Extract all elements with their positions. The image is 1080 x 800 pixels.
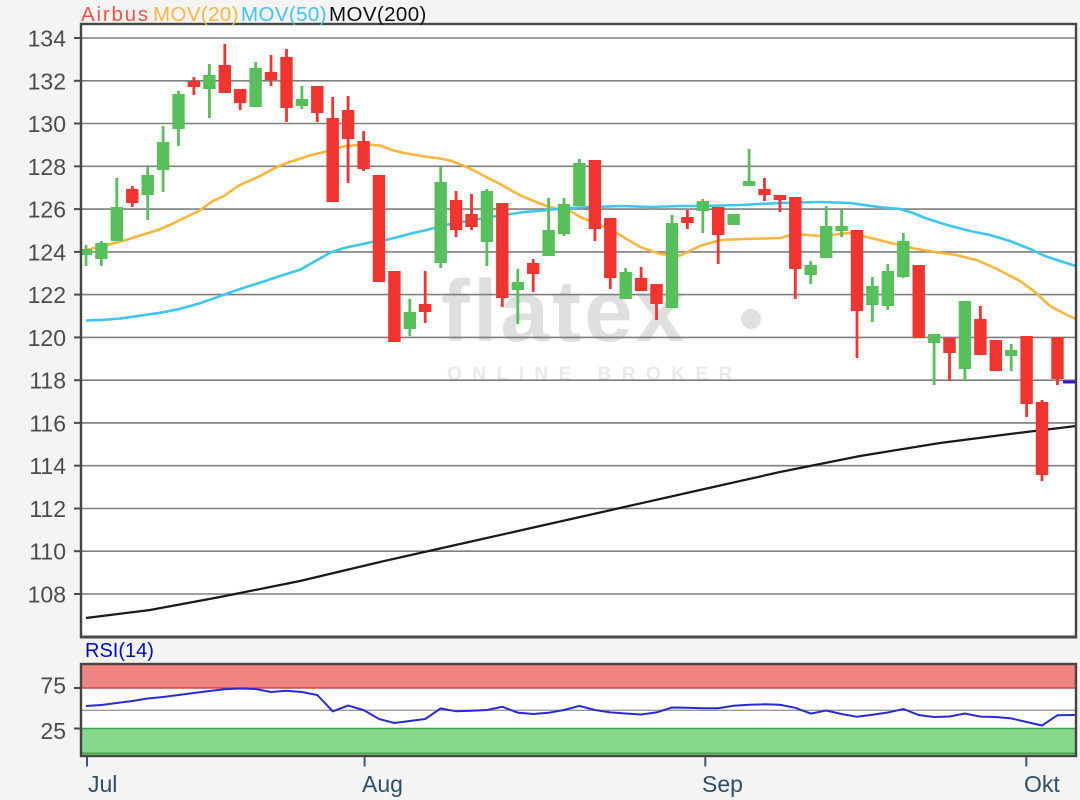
- svg-text:Aug: Aug: [362, 771, 403, 797]
- svg-text:ONLINE BROKER: ONLINE BROKER: [447, 364, 743, 385]
- svg-text:132: 132: [28, 68, 66, 94]
- svg-text:108: 108: [28, 582, 66, 608]
- svg-text:118: 118: [29, 368, 66, 394]
- svg-text:120: 120: [28, 325, 66, 351]
- svg-text:Airbus: Airbus: [81, 3, 150, 26]
- svg-text:128: 128: [28, 154, 66, 180]
- svg-text:114: 114: [29, 453, 66, 479]
- svg-text:126: 126: [28, 197, 66, 223]
- svg-text:RSI(14): RSI(14): [85, 640, 154, 662]
- svg-text:MOV(50): MOV(50): [241, 3, 327, 26]
- svg-text:Jul: Jul: [88, 771, 117, 797]
- svg-text:MOV(200): MOV(200): [329, 3, 427, 26]
- svg-text:75: 75: [40, 673, 66, 699]
- svg-text:134: 134: [28, 26, 67, 52]
- svg-text:flatex: flatex: [441, 263, 687, 360]
- svg-text:Sep: Sep: [702, 771, 743, 797]
- svg-text:116: 116: [29, 410, 66, 436]
- svg-text:Okt: Okt: [1024, 771, 1060, 797]
- svg-text:130: 130: [28, 111, 66, 137]
- svg-text:112: 112: [29, 496, 66, 522]
- svg-text:124: 124: [28, 239, 67, 265]
- svg-text:110: 110: [29, 539, 66, 565]
- svg-text:MOV(20): MOV(20): [153, 3, 239, 26]
- svg-text:25: 25: [40, 718, 66, 744]
- svg-text:122: 122: [28, 282, 66, 308]
